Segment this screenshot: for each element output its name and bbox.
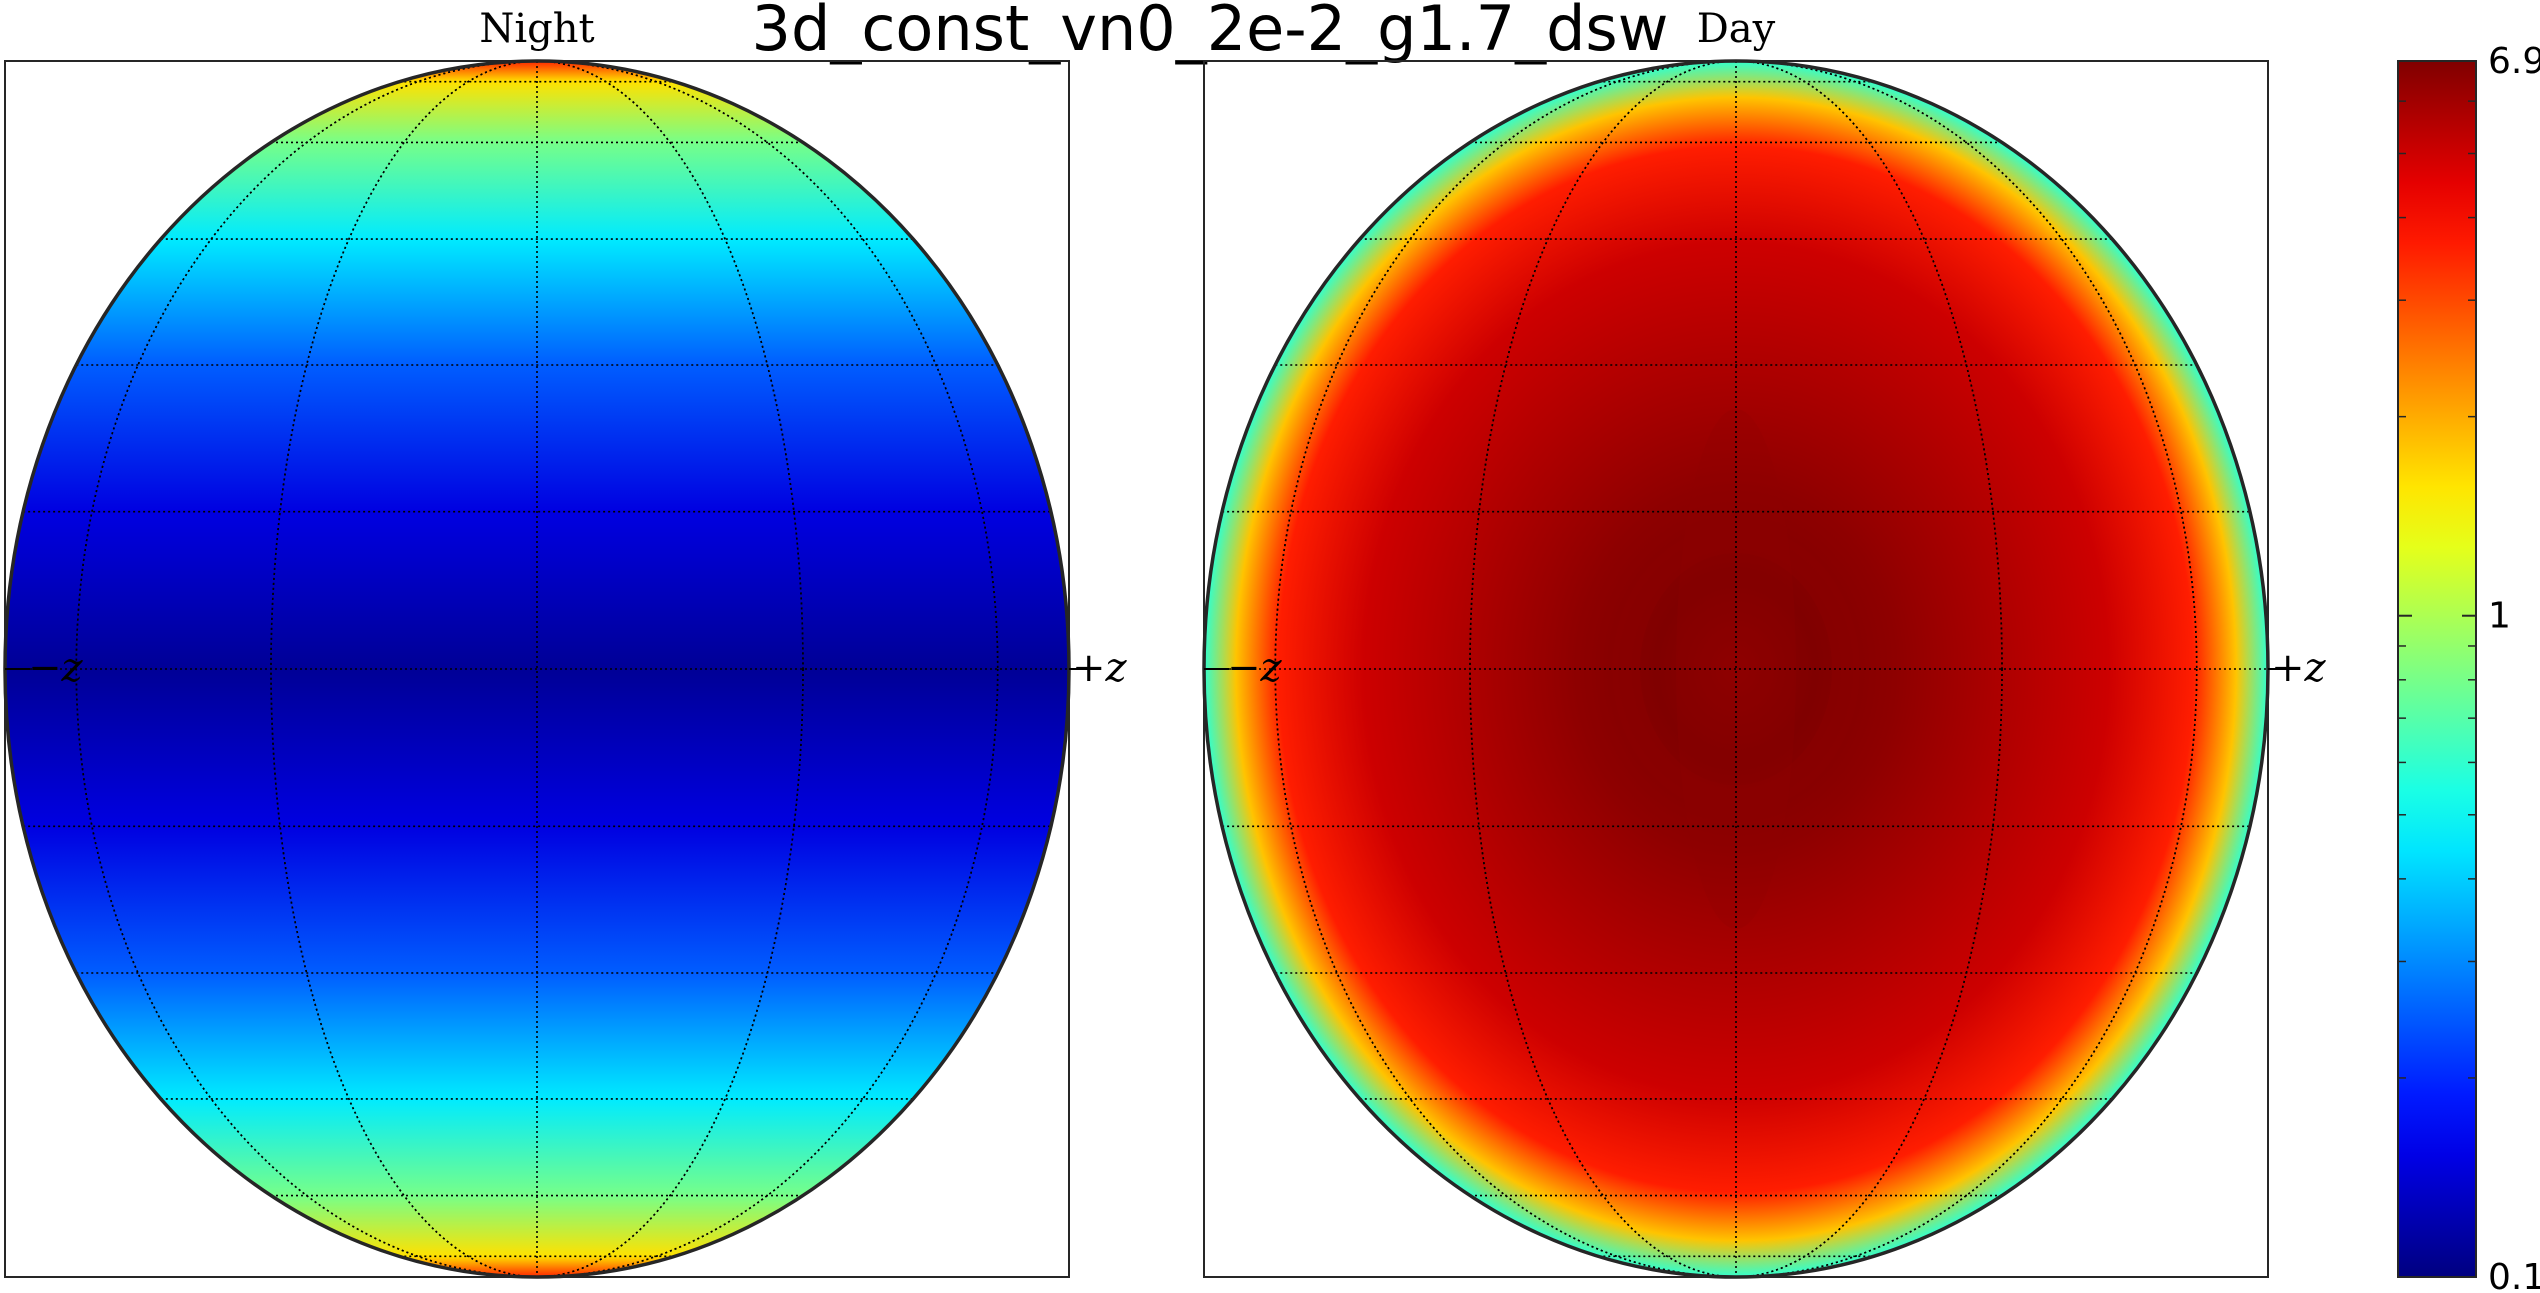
colorbar-tick-label: 1: [2488, 596, 2511, 637]
day-minus-z-label: −z: [1227, 645, 1283, 691]
longitude-line: [1274, 61, 2198, 1277]
colorbar-ticks: [2398, 60, 2476, 1278]
day-plus-z-label: +z: [2271, 645, 2327, 691]
day-panel-title: Day: [1697, 6, 1776, 52]
colorbar-tick-label: 0.1: [2488, 1257, 2540, 1293]
chart-title: 3d_const_vn0_2e-2_g1.7_dsw: [752, 0, 1669, 65]
colorbar: 6.9 1 0.1: [2397, 41, 2540, 1293]
colorbar-fill: [2397, 60, 2477, 1278]
day-panel: Day −z +z: [1202, 6, 2327, 1279]
colorbar-labels: 6.9 1 0.1: [2488, 41, 2540, 1293]
night-graticule: [5, 61, 1069, 1277]
night-panel-title: Night: [479, 6, 594, 52]
longitude-line: [270, 61, 804, 1277]
night-plus-z-label: +z: [1072, 645, 1128, 691]
night-panel: Night −z +z: [3, 6, 1128, 1279]
night-minus-z-label: −z: [28, 645, 84, 691]
day-graticule: [1204, 61, 2268, 1277]
longitude-line: [75, 61, 999, 1277]
colorbar-tick-label: 6.9: [2488, 41, 2540, 82]
longitude-line: [1469, 61, 2003, 1277]
